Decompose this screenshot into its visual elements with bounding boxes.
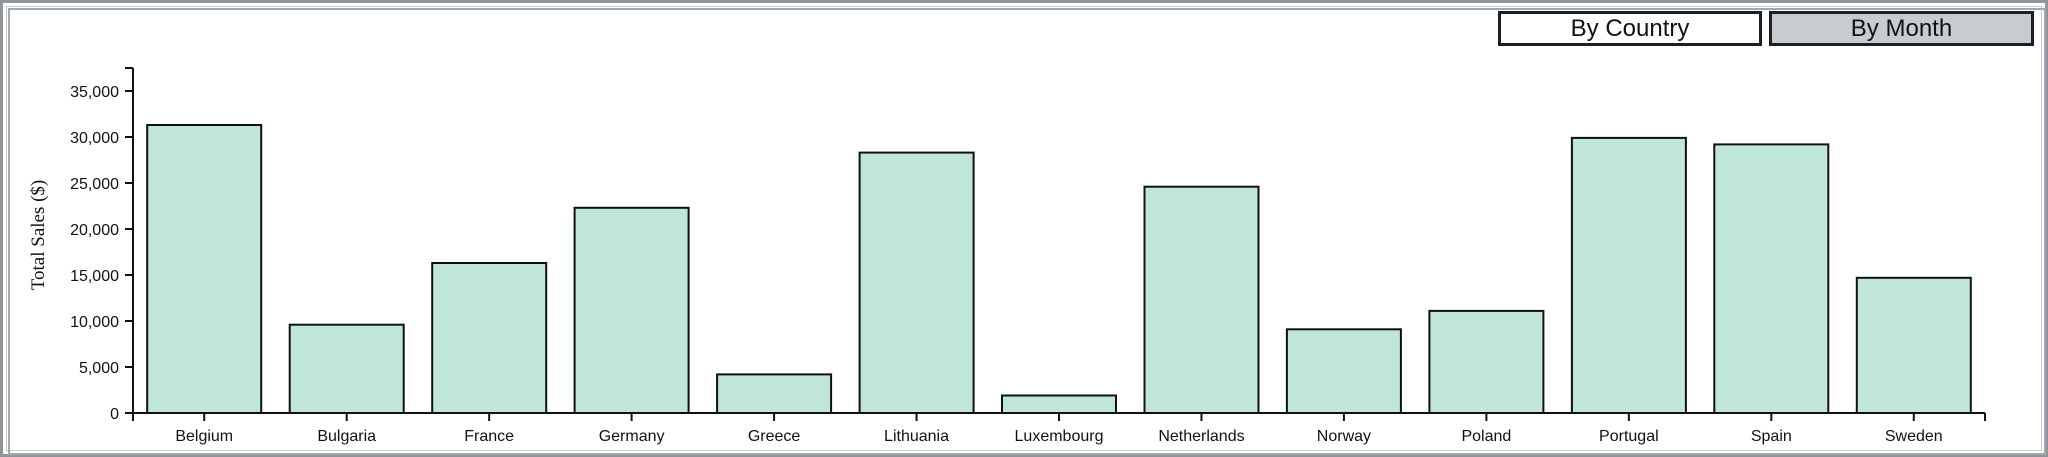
x-tick-label: Bulgaria — [317, 428, 376, 445]
y-tick-label: 15,000 — [70, 268, 119, 285]
x-tick-label: Spain — [1751, 428, 1792, 445]
x-tick-label: Belgium — [175, 428, 233, 445]
x-tick-label: Greece — [748, 428, 801, 445]
y-tick-label: 10,000 — [70, 314, 119, 331]
bar-sweden — [1855, 276, 1972, 414]
y-tick-label: 0 — [110, 406, 119, 423]
by-month-button[interactable]: By Month — [1769, 11, 2034, 46]
x-tick-label: Netherlands — [1158, 428, 1244, 445]
y-axis: 0 5,000 10,000 15,000 20,000 25,000 30,000 35,0… — [70, 67, 134, 423]
x-tick-label: Sweden — [1885, 428, 1943, 445]
bar-portugal — [1570, 136, 1687, 414]
x-tick-label: Lithuania — [884, 428, 949, 445]
bar-lithuania — [858, 151, 975, 414]
bar-germany — [573, 206, 690, 414]
bar-greece — [716, 373, 833, 414]
bar-bulgaria — [288, 323, 405, 415]
bar-france — [431, 262, 548, 414]
x-tick-label: Luxembourg — [1015, 428, 1104, 445]
x-tick-label: Portugal — [1599, 428, 1659, 445]
bar-belgium — [146, 124, 263, 414]
x-tick-label: Poland — [1461, 428, 1511, 445]
y-axis-title: Total Sales ($) — [28, 180, 49, 291]
bars-group — [146, 124, 1972, 415]
x-tick-label: France — [464, 428, 514, 445]
y-tick-label: 5,000 — [79, 360, 119, 377]
chart-inner-border — [8, 8, 2046, 455]
by-country-button[interactable]: By Country — [1498, 11, 1762, 46]
x-tick-label: Norway — [1317, 428, 1371, 445]
y-tick-label: 25,000 — [70, 176, 119, 193]
bar-poland — [1428, 309, 1545, 414]
bar-netherlands — [1143, 185, 1260, 414]
bar-luxembourg — [1001, 394, 1117, 414]
x-axis: Belgium Bulgaria France Germany Greece Lithua… — [132, 412, 1986, 445]
x-tick-label: Germany — [599, 428, 665, 445]
bar-norway — [1285, 328, 1402, 414]
y-tick-label: 35,000 — [70, 84, 119, 101]
y-tick-label: 20,000 — [70, 222, 119, 239]
bar-spain — [1713, 143, 1830, 414]
y-tick-label: 30,000 — [70, 130, 119, 147]
